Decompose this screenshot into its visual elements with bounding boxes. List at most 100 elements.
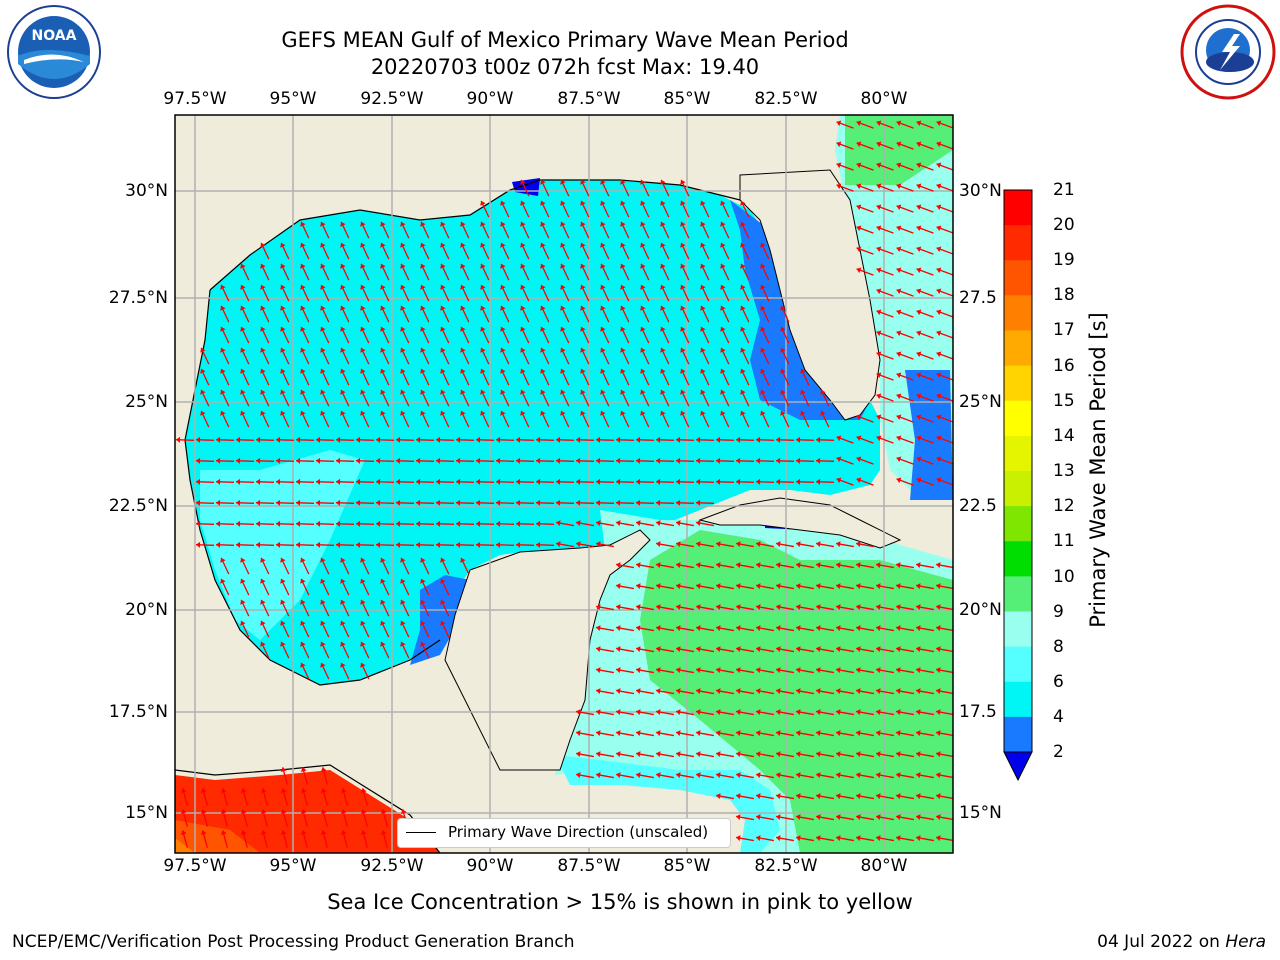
lon-label-bottom: 90°W [466, 856, 514, 876]
wave-arrow-head [480, 284, 486, 290]
wave-arrow-head [896, 835, 901, 842]
wave-arrow-head [836, 583, 841, 590]
wave-arrow-head [780, 326, 786, 332]
florida-land [739, 169, 881, 421]
wave-arrow-head [600, 179, 606, 185]
wave-arrow-head [896, 393, 902, 400]
wave-arrow-head [500, 242, 506, 248]
wave-arrow-head [896, 183, 902, 190]
wave-arrow-head [420, 389, 426, 395]
wave-arrow-head [936, 120, 942, 127]
lon-label-top: 82.5°W [754, 89, 818, 109]
wave-arrow-head [280, 641, 286, 647]
wave-arrow-head [680, 263, 686, 269]
footer-machine: Hera [1225, 932, 1266, 952]
colorbar-tick: 2 [1053, 742, 1064, 762]
wave-arrow-head [636, 478, 641, 485]
wave-arrow-head [596, 457, 601, 464]
wave-arrow-head [520, 200, 526, 206]
wave-arrow-head [736, 646, 741, 653]
wave-arrow-head [500, 305, 506, 311]
wave-arrow-head [240, 410, 246, 416]
wave-arrow-head [440, 620, 446, 626]
lon-label-bottom: 95°W [269, 856, 317, 876]
wave-arrow-head [560, 410, 566, 416]
wave-arrow-head [400, 368, 406, 374]
wave-arrow-head [220, 410, 226, 416]
wave-arrow-head [716, 688, 721, 695]
wave-arrow-head [876, 562, 881, 569]
wave-arrow-head [876, 183, 882, 190]
wave-arrow-head [760, 347, 766, 353]
wave-arrow-head [316, 499, 321, 506]
wave-arrow-head [396, 520, 401, 527]
wave-arrow-head [816, 604, 821, 611]
wave-arrow-head [436, 541, 441, 548]
wave-arrow-head [596, 436, 601, 443]
wave-arrow-head [400, 242, 406, 248]
wave-arrow-head [576, 436, 581, 443]
wave-arrow-head [180, 809, 187, 814]
wave-arrow-head [236, 478, 241, 485]
wave-arrow-head [776, 667, 781, 674]
wave-arrow-head [660, 284, 666, 290]
wave-arrow-head [616, 772, 621, 779]
colorbar-segment [1004, 435, 1032, 472]
wave-arrow-head [200, 788, 207, 793]
wave-arrow-head [676, 520, 681, 527]
wave-arrow-head [796, 457, 801, 464]
wave-arrow-head [580, 221, 586, 227]
wave-arrow-head [856, 604, 861, 611]
wave-arrow-head [936, 688, 941, 695]
wave-arrow-head [776, 709, 781, 716]
wave-arrow-head [540, 326, 546, 332]
wave-arrow-head [580, 284, 586, 290]
wave-arrow-head [696, 709, 701, 716]
wave-arrow-head [360, 599, 366, 605]
wave-arrow-head [480, 305, 486, 311]
wave-arrow-head [300, 767, 307, 772]
wave-arrow-head [936, 267, 942, 274]
wave-arrow-head [576, 520, 581, 527]
wave-arrow-head [836, 730, 841, 737]
wave-arrow-head [420, 410, 426, 416]
wave-arrow-head [756, 835, 761, 842]
wave-arrow-head [420, 578, 426, 584]
wave-arrow-head [720, 326, 726, 332]
wave-arrow-head [236, 541, 241, 548]
wave-arrow-head [876, 414, 882, 421]
wave-arrow-head [816, 478, 821, 485]
wave-arrow-head [280, 242, 286, 248]
wave-arrow-head [480, 263, 486, 269]
footer-date: 04 Jul 2022 on Hera [1097, 932, 1266, 952]
wave-arrow-head [340, 809, 347, 814]
wave-arrow-head [916, 225, 922, 232]
wave-arrow-head [616, 709, 621, 716]
wave-arrow-head [716, 793, 721, 800]
wave-arrow-head [936, 183, 942, 190]
wave-arrow-head [676, 436, 681, 443]
wave-arrow-head [896, 646, 901, 653]
wave-arrow-head [780, 347, 786, 353]
wave-arrow-head [736, 688, 741, 695]
wave-arrow-head [856, 709, 861, 716]
wave-arrow-head [256, 478, 261, 485]
wave-arrow-head [596, 751, 601, 758]
wave-arrow-head [876, 772, 881, 779]
gulf-water [185, 180, 880, 685]
wave-arrow-head [376, 499, 381, 506]
wave-arrow-head [916, 372, 922, 379]
wave-arrow-head [400, 263, 406, 269]
wave-arrow-head [600, 200, 606, 206]
wave-arrow-head [340, 410, 346, 416]
wave-arrow-head [280, 368, 286, 374]
wave-arrow-head [716, 730, 721, 737]
wave-arrow-head [380, 599, 386, 605]
wave-arrow-head [916, 751, 921, 758]
wave-arrow-head [836, 646, 841, 653]
wave-arrow-head [696, 520, 701, 527]
lat-label-right: 22.5 [959, 496, 997, 516]
wave-arrow-head [200, 809, 207, 814]
wave-arrow-head [776, 436, 781, 443]
wave-arrow-head [536, 457, 541, 464]
